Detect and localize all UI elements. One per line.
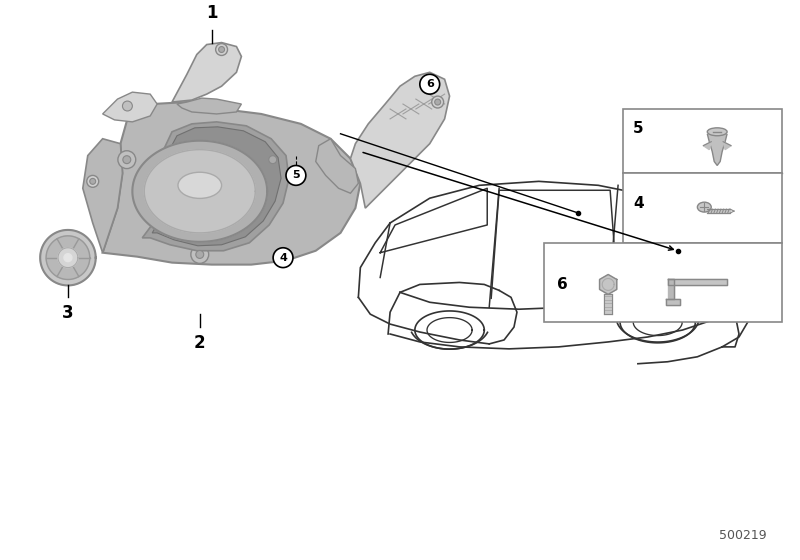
Bar	[623, 174, 782, 243]
Polygon shape	[316, 139, 358, 193]
Polygon shape	[102, 92, 157, 122]
Circle shape	[420, 74, 440, 94]
Polygon shape	[58, 248, 78, 268]
Polygon shape	[46, 236, 90, 279]
Circle shape	[122, 101, 132, 111]
Ellipse shape	[698, 202, 711, 212]
Text: 2: 2	[194, 334, 206, 352]
Polygon shape	[152, 127, 281, 246]
Circle shape	[196, 250, 204, 258]
Circle shape	[216, 44, 227, 55]
Circle shape	[264, 151, 282, 169]
Circle shape	[273, 248, 293, 268]
Ellipse shape	[178, 172, 222, 198]
Circle shape	[269, 156, 277, 164]
Polygon shape	[102, 102, 360, 265]
Polygon shape	[144, 150, 255, 233]
Circle shape	[218, 46, 225, 53]
Ellipse shape	[707, 128, 727, 136]
Polygon shape	[723, 142, 731, 150]
Polygon shape	[707, 209, 730, 213]
Polygon shape	[64, 254, 72, 262]
Polygon shape	[40, 230, 96, 286]
Text: 5: 5	[292, 170, 300, 180]
Polygon shape	[83, 139, 122, 253]
Polygon shape	[147, 142, 247, 245]
Polygon shape	[350, 72, 450, 208]
Polygon shape	[668, 279, 674, 299]
Circle shape	[90, 179, 96, 184]
Circle shape	[432, 96, 444, 108]
Bar	[544, 243, 782, 322]
Polygon shape	[668, 279, 727, 286]
Polygon shape	[415, 311, 484, 349]
Circle shape	[123, 156, 130, 164]
Polygon shape	[666, 299, 679, 305]
Text: 6: 6	[557, 277, 567, 292]
Text: 500219: 500219	[719, 529, 766, 542]
Polygon shape	[707, 134, 727, 166]
Text: 6: 6	[426, 79, 434, 89]
Polygon shape	[142, 122, 289, 251]
Text: 5: 5	[633, 122, 643, 136]
Circle shape	[118, 151, 136, 169]
Polygon shape	[172, 43, 242, 102]
Text: 1: 1	[206, 4, 218, 22]
Polygon shape	[604, 295, 612, 314]
Circle shape	[286, 166, 306, 185]
Text: 4: 4	[279, 253, 287, 263]
Polygon shape	[703, 142, 711, 150]
Circle shape	[191, 245, 209, 263]
Polygon shape	[132, 141, 267, 242]
Text: 4: 4	[633, 195, 643, 211]
Polygon shape	[620, 301, 695, 343]
Bar	[623, 109, 782, 174]
Text: 3: 3	[62, 304, 74, 322]
Polygon shape	[177, 98, 242, 114]
Polygon shape	[599, 274, 617, 295]
Circle shape	[434, 99, 441, 105]
Circle shape	[86, 175, 98, 187]
